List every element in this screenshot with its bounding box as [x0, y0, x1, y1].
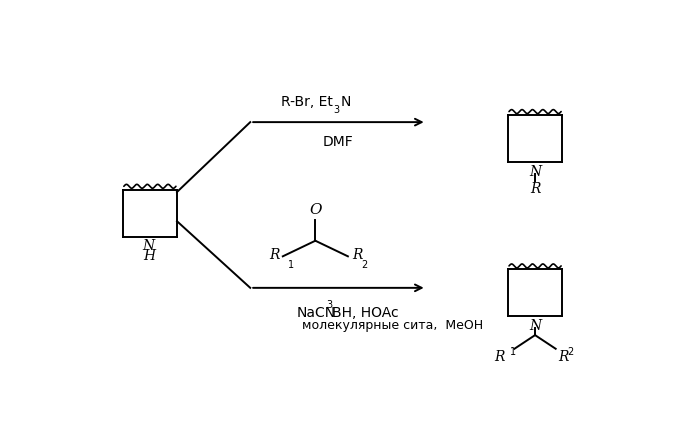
Text: R: R: [352, 248, 363, 262]
Text: R: R: [494, 350, 505, 365]
Text: NaCN: NaCN: [296, 306, 335, 320]
Text: 2: 2: [568, 347, 574, 357]
Text: DMF: DMF: [323, 135, 354, 149]
Text: H: H: [143, 249, 155, 263]
Text: R: R: [270, 248, 280, 262]
Text: N: N: [340, 95, 351, 109]
Text: N: N: [529, 319, 541, 333]
Text: 1: 1: [288, 260, 295, 270]
Text: N: N: [143, 239, 155, 253]
Text: N: N: [529, 165, 541, 179]
Text: O: O: [309, 203, 321, 217]
Text: BH, HOAc: BH, HOAc: [332, 306, 398, 320]
Text: 3: 3: [333, 105, 340, 115]
Text: R: R: [559, 350, 569, 365]
Text: 1: 1: [510, 347, 516, 357]
Text: молекулярные сита,  MeOH: молекулярные сита, MeOH: [302, 319, 483, 332]
Text: 2: 2: [361, 260, 368, 270]
Text: R: R: [530, 182, 540, 196]
Text: R-Br, Et: R-Br, Et: [281, 95, 332, 109]
Text: 3: 3: [326, 300, 332, 310]
